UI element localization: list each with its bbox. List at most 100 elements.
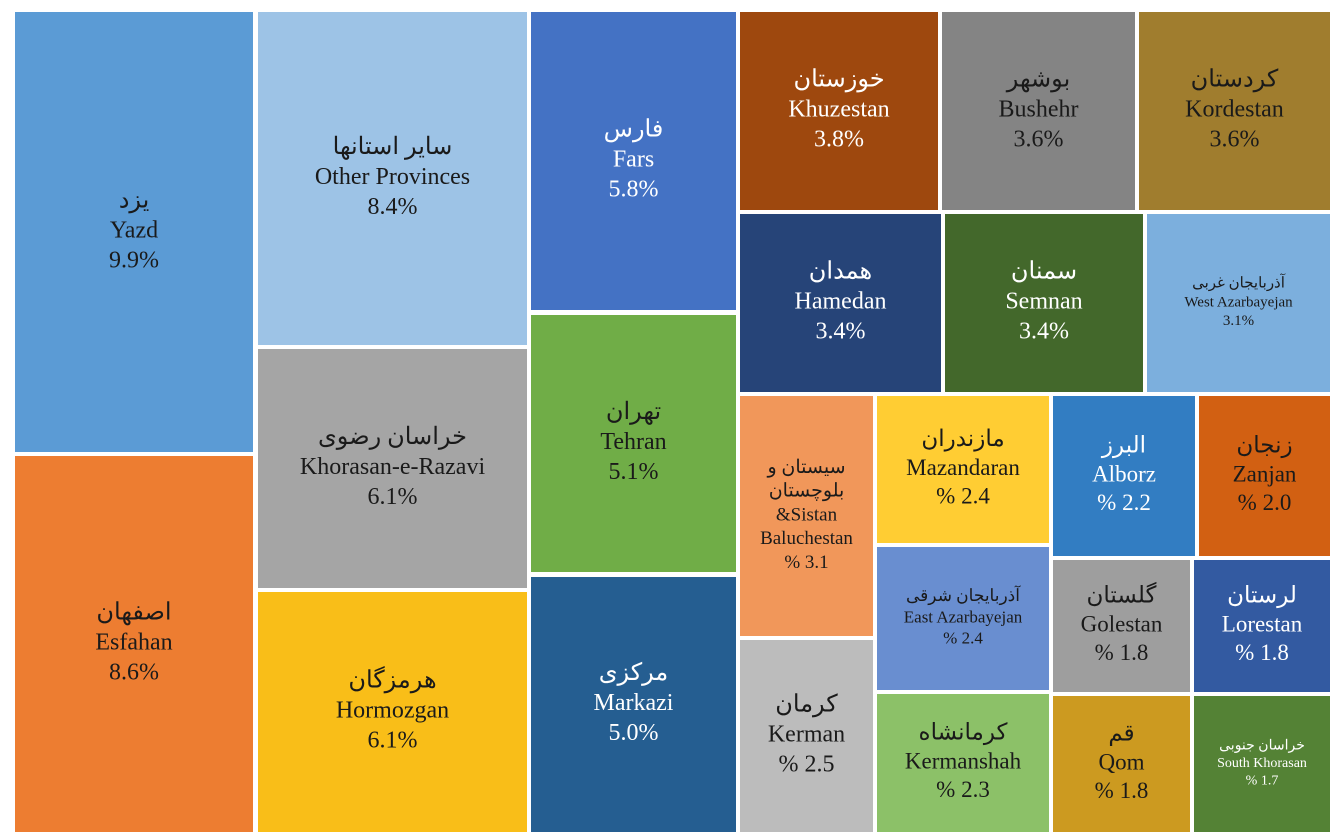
value-label: 3.1% bbox=[1223, 313, 1254, 329]
value-label: % 2.4 bbox=[936, 484, 990, 509]
tile bbox=[258, 592, 527, 832]
value-label: 3.6% bbox=[1014, 127, 1064, 153]
tile bbox=[1194, 696, 1330, 832]
tile-label: مازندران bbox=[921, 426, 1004, 452]
tile-label: مرکزی bbox=[599, 660, 669, 686]
value-label: % 3.1 bbox=[784, 552, 828, 573]
tile-label: همدان bbox=[809, 259, 872, 285]
value-label: 8.4% bbox=[368, 194, 418, 220]
tile-label: Lorestan bbox=[1222, 611, 1303, 636]
value-label: 3.4% bbox=[1019, 319, 1069, 345]
tile-label: هرمزگان bbox=[348, 666, 436, 694]
tile-label: سمنان bbox=[1011, 259, 1077, 285]
tile bbox=[740, 214, 941, 392]
tile-label: Khorasan-e-Razavi bbox=[300, 454, 486, 480]
tile-label: بوشهر bbox=[1006, 67, 1071, 93]
tile bbox=[531, 577, 736, 832]
value-label: % 2.4 bbox=[943, 629, 983, 648]
tile bbox=[945, 214, 1143, 392]
tile-label: سایر استانها bbox=[333, 134, 453, 160]
tile-label: West Azarbayejan bbox=[1184, 294, 1293, 310]
value-label: % 1.8 bbox=[1235, 640, 1289, 665]
tile bbox=[740, 12, 938, 210]
tile-label: Hamedan bbox=[795, 289, 887, 315]
tile-label: Markazi bbox=[594, 690, 674, 716]
tile bbox=[740, 640, 873, 832]
value-label: % 2.2 bbox=[1097, 490, 1151, 515]
tile-label: خراسان رضوی bbox=[318, 424, 467, 450]
tile-label: Kordestan bbox=[1185, 97, 1284, 123]
value-label: 3.8% bbox=[814, 127, 864, 153]
value-label: 9.9% bbox=[109, 248, 159, 274]
value-label: % 2.3 bbox=[936, 777, 990, 802]
tile bbox=[1053, 396, 1195, 556]
tile bbox=[877, 396, 1049, 543]
value-label: 5.1% bbox=[609, 459, 659, 485]
tile bbox=[1053, 696, 1190, 832]
tile-label: East Azarbayejan bbox=[904, 607, 1023, 626]
tile-label: Bushehr bbox=[999, 97, 1079, 123]
tile bbox=[1194, 560, 1330, 692]
value-label: 3.6% bbox=[1210, 127, 1260, 153]
tile bbox=[942, 12, 1135, 210]
tile-label: سیستان و bbox=[766, 457, 845, 478]
value-label: % 2.0 bbox=[1238, 490, 1292, 515]
tile-label: لرستان bbox=[1227, 583, 1297, 609]
value-label: % 1.7 bbox=[1246, 774, 1279, 789]
tile-label: خراسان جنوبی bbox=[1219, 739, 1305, 754]
tile bbox=[531, 315, 736, 572]
tile-label: Alborz bbox=[1092, 461, 1156, 486]
tile-label: اصفهان bbox=[96, 600, 171, 626]
tile-label: Golestan bbox=[1081, 611, 1163, 636]
tile-label: زنجان bbox=[1236, 433, 1292, 459]
tile-label: &Sistan bbox=[776, 504, 838, 525]
tile bbox=[15, 456, 253, 832]
tile-label: کرمان bbox=[775, 692, 838, 718]
tile bbox=[258, 12, 527, 345]
tile-label: گلستان bbox=[1087, 582, 1157, 608]
tile bbox=[1053, 560, 1190, 692]
tile bbox=[1147, 214, 1330, 392]
tile bbox=[877, 547, 1049, 690]
tile-label: فارس bbox=[604, 117, 664, 143]
value-label: % 1.8 bbox=[1095, 778, 1149, 803]
tile-label: Mazandaran bbox=[906, 455, 1020, 480]
tile bbox=[531, 12, 736, 310]
value-label: 6.1% bbox=[368, 728, 418, 754]
tile-label: آذربایجان غربی bbox=[1192, 274, 1286, 292]
tile-label: Zanjan bbox=[1233, 461, 1297, 486]
tile-label: البرز bbox=[1101, 433, 1146, 459]
tile-label: Kerman bbox=[768, 722, 845, 748]
tile bbox=[258, 349, 527, 588]
tile-label: یزد bbox=[119, 188, 150, 214]
tile bbox=[1199, 396, 1330, 556]
value-label: 5.0% bbox=[609, 720, 659, 746]
tile-label: Tehran bbox=[600, 429, 666, 455]
tile bbox=[15, 12, 253, 452]
tile bbox=[1139, 12, 1330, 210]
value-label: 8.6% bbox=[109, 660, 159, 686]
tile-label: آذربایجان شرقی bbox=[906, 584, 1021, 606]
tile-label: بلوچستان bbox=[769, 481, 845, 502]
tile-label: Semnan bbox=[1005, 289, 1082, 315]
value-label: 6.1% bbox=[368, 484, 418, 510]
tile-label: Other Provinces bbox=[315, 164, 470, 190]
tile bbox=[740, 396, 873, 636]
tile-label: Kermanshah bbox=[905, 748, 1022, 773]
tile-label: قم bbox=[1108, 721, 1134, 747]
tile-label: Baluchestan bbox=[760, 528, 853, 549]
tile-label: Yazd bbox=[110, 218, 158, 244]
value-label: % 2.5 bbox=[779, 752, 835, 778]
tile-label: Khuzestan bbox=[788, 97, 889, 123]
tile-label: Hormozgan bbox=[336, 698, 449, 724]
tile-label: کردستان bbox=[1191, 67, 1279, 93]
tile-label: کرمانشاه bbox=[919, 720, 1008, 746]
tile-label: Qom bbox=[1099, 749, 1145, 774]
tile bbox=[877, 694, 1049, 832]
tile-label: Fars bbox=[613, 147, 654, 173]
tile-label: South Khorasan bbox=[1217, 756, 1307, 771]
value-label: % 1.8 bbox=[1095, 640, 1149, 665]
value-label: 5.8% bbox=[609, 177, 659, 203]
tile-label: خوزستان bbox=[793, 67, 884, 93]
